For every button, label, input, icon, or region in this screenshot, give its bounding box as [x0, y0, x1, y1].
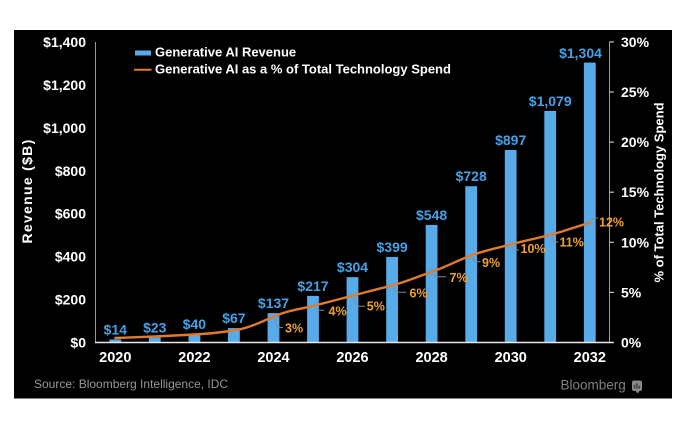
svg-text:$399: $399: [377, 239, 408, 255]
svg-text:5%: 5%: [367, 300, 385, 314]
svg-text:$137: $137: [258, 295, 289, 311]
svg-text:$800: $800: [55, 163, 86, 179]
svg-text:$1,304: $1,304: [559, 45, 602, 61]
svg-text:2028: 2028: [415, 350, 447, 366]
svg-text:$217: $217: [297, 278, 328, 294]
svg-text:3%: 3%: [285, 321, 303, 335]
svg-text:30%: 30%: [621, 34, 650, 50]
svg-text:$67: $67: [222, 310, 246, 326]
svg-text:2030: 2030: [495, 350, 527, 366]
svg-text:Bloomberg: Bloomberg: [561, 378, 626, 393]
svg-text:$728: $728: [456, 168, 487, 184]
svg-text:20%: 20%: [621, 134, 650, 150]
svg-text:6%: 6%: [410, 286, 428, 300]
svg-text:$1,000: $1,000: [43, 120, 86, 136]
svg-text:$1,079: $1,079: [529, 93, 572, 109]
svg-text:$600: $600: [55, 206, 86, 222]
svg-text:Source: Bloomberg Intelligence: Source: Bloomberg Intelligence, IDC: [34, 377, 228, 391]
svg-text:$200: $200: [55, 292, 86, 308]
svg-text:2024: 2024: [257, 350, 289, 366]
svg-text:Revenue ($B): Revenue ($B): [19, 138, 35, 243]
svg-text:$1,200: $1,200: [43, 77, 86, 93]
svg-text:15%: 15%: [621, 184, 650, 200]
svg-text:9%: 9%: [482, 256, 500, 270]
svg-text:2020: 2020: [99, 350, 131, 366]
svg-text:$40: $40: [183, 316, 207, 332]
svg-text:$14: $14: [104, 321, 128, 337]
svg-text:2022: 2022: [178, 350, 210, 366]
svg-text:$304: $304: [337, 259, 368, 275]
svg-text:7%: 7%: [450, 271, 468, 285]
svg-text:2032: 2032: [574, 350, 606, 366]
svg-text:10%: 10%: [621, 234, 650, 250]
svg-text:$548: $548: [416, 207, 447, 223]
svg-text:$0: $0: [70, 335, 86, 351]
svg-text:$897: $897: [495, 132, 526, 148]
svg-text:$23: $23: [143, 319, 167, 335]
svg-text:25%: 25%: [621, 84, 650, 100]
svg-text:4%: 4%: [329, 304, 347, 318]
svg-text:11%: 11%: [560, 236, 584, 250]
svg-text:$1,400: $1,400: [43, 34, 86, 50]
svg-text:2026: 2026: [336, 350, 368, 366]
svg-text:Generative AI Revenue: Generative AI Revenue: [155, 45, 296, 60]
svg-text:$400: $400: [55, 249, 86, 265]
svg-text:12%: 12%: [599, 216, 624, 230]
svg-text:10%: 10%: [521, 242, 546, 256]
svg-text:Generative AI as a % of Total: Generative AI as a % of Total Technology…: [155, 61, 451, 76]
svg-text:5%: 5%: [621, 284, 642, 300]
svg-text:0%: 0%: [621, 335, 642, 351]
svg-text:% of Total Technology Spend: % of Total Technology Spend: [652, 102, 667, 282]
